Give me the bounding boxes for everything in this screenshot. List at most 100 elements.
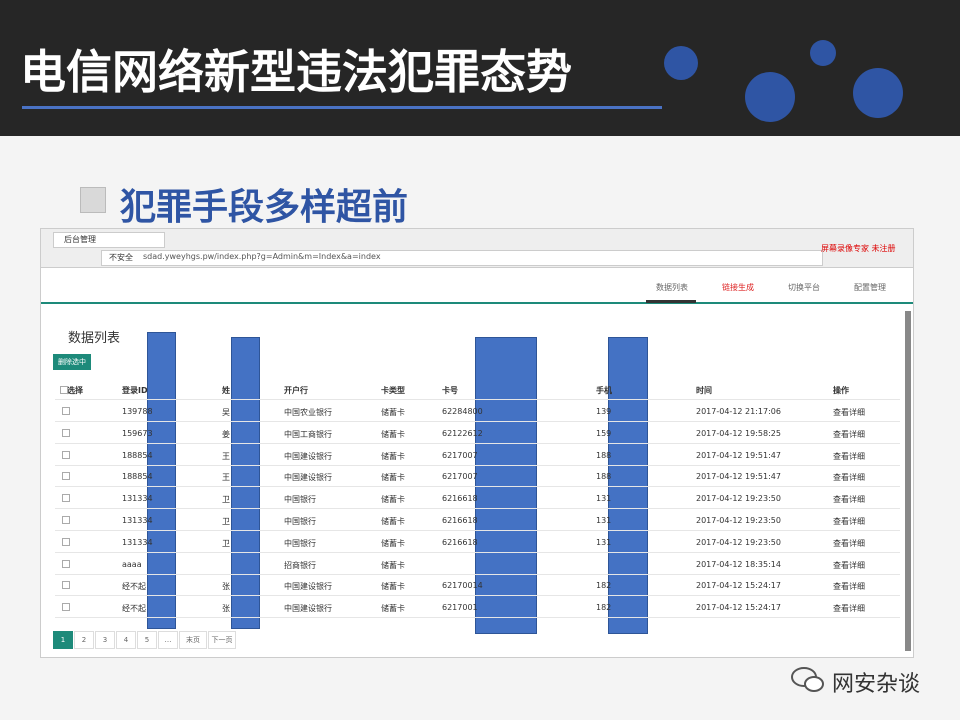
- detail-link[interactable]: 查看详细: [833, 538, 865, 548]
- checkbox[interactable]: [62, 603, 70, 612]
- title-underline: [22, 106, 662, 109]
- table-cell: 储蓄卡: [381, 517, 405, 526]
- url-bar[interactable]: [101, 250, 823, 266]
- slide-subtitle: 犯罪手段多样超前: [120, 187, 409, 228]
- table-cell: 131: [596, 494, 612, 504]
- redaction: [608, 337, 648, 634]
- nav-item[interactable]: 配置管理: [854, 283, 886, 292]
- row-line: [55, 421, 900, 422]
- page-link[interactable]: 5: [137, 631, 157, 649]
- security-label: 不安全: [109, 253, 133, 262]
- table-cell: 2017-04-12 18:35:14: [696, 559, 781, 569]
- checkbox[interactable]: [62, 407, 70, 415]
- page-link[interactable]: 末页: [179, 631, 207, 649]
- table-cell: 6217001: [442, 603, 478, 613]
- redaction: [475, 337, 537, 634]
- detail-link[interactable]: 查看详细: [833, 451, 865, 461]
- table-cell: 卫: [222, 517, 230, 526]
- table-cell: 姜: [222, 429, 230, 439]
- detail-link[interactable]: 查看详细: [833, 408, 865, 417]
- nav-item[interactable]: 链接生成: [722, 283, 754, 292]
- table-cell: 王: [222, 473, 230, 483]
- column-header: 卡号: [442, 386, 458, 395]
- page-link[interactable]: 1: [53, 631, 73, 649]
- detail-link[interactable]: 查看详细: [833, 582, 865, 592]
- table-cell: 2017-04-12 21:17:06: [696, 407, 781, 416]
- page-link[interactable]: 4: [116, 631, 136, 649]
- detail-link[interactable]: 查看详细: [833, 517, 865, 526]
- table-cell: 159: [596, 428, 612, 438]
- column-header: 选择: [67, 386, 83, 395]
- delete-button[interactable]: 删除选中: [53, 354, 91, 370]
- checkbox[interactable]: [62, 559, 70, 568]
- row-line: [55, 464, 900, 466]
- browser-tab[interactable]: 后台管理: [53, 232, 165, 248]
- table-cell: 6216618: [442, 537, 478, 547]
- table-cell: 储蓄卡: [381, 538, 405, 548]
- table-cell: 159673: [122, 428, 153, 438]
- table-cell: 188854: [122, 450, 153, 460]
- table-cell: 6217007: [442, 472, 478, 482]
- table-cell: 中国建设银行: [284, 451, 332, 461]
- checkbox[interactable]: [60, 386, 68, 394]
- table-cell: 中国农业银行: [284, 408, 332, 417]
- checkbox[interactable]: [62, 537, 70, 546]
- row-line: [55, 595, 900, 597]
- checkbox[interactable]: [62, 428, 70, 437]
- table-cell: 2017-04-12 15:24:17: [696, 603, 781, 613]
- table-cell: 储蓄卡: [381, 560, 405, 570]
- table-cell: 储蓄卡: [381, 429, 405, 439]
- table-cell: 188: [596, 450, 612, 460]
- column-header: 操作: [833, 386, 849, 395]
- detail-link[interactable]: 查看详细: [833, 473, 865, 483]
- table-cell: 中国建设银行: [284, 473, 332, 483]
- table-cell: 张: [222, 582, 230, 592]
- page-link[interactable]: …: [158, 631, 178, 649]
- column-header: 时间: [696, 386, 712, 395]
- page-link[interactable]: 下一页: [208, 631, 236, 649]
- table-cell: 2017-04-12 19:23:50: [696, 537, 781, 547]
- table-cell: 2017-04-12 19:23:50: [696, 494, 781, 504]
- table-cell: 中国银行: [284, 517, 316, 526]
- checkbox[interactable]: [62, 472, 70, 481]
- table-cell: 188: [596, 472, 612, 482]
- slide-title: 电信网络新型违法犯罪态势: [20, 45, 572, 99]
- page-link[interactable]: 2: [74, 631, 94, 649]
- extension-label: 屏幕录像专家 未注册: [821, 244, 896, 253]
- nav-item[interactable]: 数据列表: [656, 283, 688, 292]
- row-line: [55, 508, 900, 510]
- checkbox[interactable]: [62, 450, 70, 459]
- table-cell: 招商银行: [284, 560, 316, 570]
- nav-item[interactable]: 切换平台: [788, 283, 820, 292]
- table-cell: 6216618: [442, 516, 478, 525]
- header-band: [0, 0, 960, 136]
- column-header: 开户行: [284, 386, 308, 395]
- table-cell: 中国建设银行: [284, 604, 332, 614]
- checkbox[interactable]: [62, 494, 70, 503]
- page-link[interactable]: 3: [95, 631, 115, 649]
- page-heading: 数据列表: [68, 331, 121, 346]
- checkbox[interactable]: [62, 516, 70, 524]
- table-cell: 储蓄卡: [381, 451, 405, 461]
- table-cell: 张: [222, 604, 230, 614]
- table-cell: 131: [596, 537, 612, 547]
- detail-link[interactable]: 查看详细: [833, 604, 865, 614]
- detail-link[interactable]: 查看详细: [833, 560, 865, 570]
- detail-link[interactable]: 查看详细: [833, 429, 865, 439]
- table-cell: 6216618: [442, 494, 478, 504]
- redaction: [231, 337, 260, 629]
- wechat-icon: [791, 667, 824, 692]
- column-header: 姓: [222, 386, 230, 395]
- table-cell: 62122612: [442, 428, 483, 438]
- table-cell: aaaa: [122, 559, 142, 569]
- table-cell: 2017-04-12 19:58:25: [696, 428, 781, 438]
- detail-link[interactable]: 查看详细: [833, 495, 865, 505]
- row-line: [55, 617, 900, 619]
- row-line: [55, 399, 900, 400]
- redaction: [147, 332, 176, 629]
- table-cell: 2017-04-12 15:24:17: [696, 581, 781, 591]
- checkbox[interactable]: [62, 581, 70, 590]
- table-cell: 139788: [122, 407, 153, 416]
- table-cell: 182: [596, 581, 612, 591]
